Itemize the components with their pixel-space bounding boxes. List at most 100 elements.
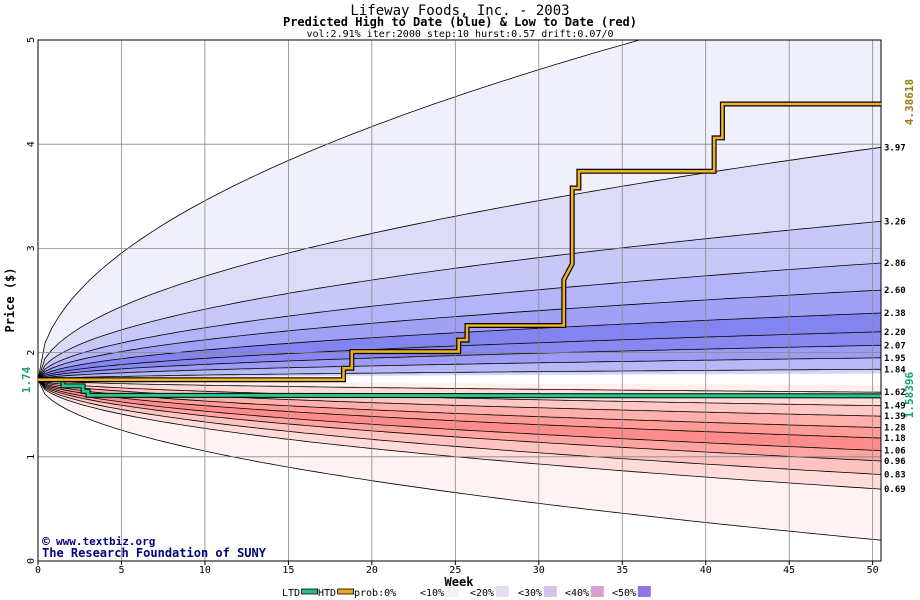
low-percentile-line-7 <box>38 379 881 475</box>
low-band-6 <box>38 379 881 461</box>
legend-label-5: <30% <box>518 588 542 599</box>
y-axis-label: Price ($) <box>3 267 17 332</box>
x-tick-label-7: 35 <box>616 565 628 576</box>
end-label-11: 1.39 <box>884 412 906 422</box>
x-axis-label: Week <box>445 575 475 589</box>
end-label-10: 1.49 <box>884 402 906 412</box>
low-percentile-line-0 <box>38 379 881 393</box>
low-band-4 <box>38 379 881 438</box>
high-band-2 <box>38 221 881 380</box>
high-percentile-line-1 <box>38 146 881 380</box>
low-percentile-line-3 <box>38 379 881 428</box>
legend-label-2: prob:0% <box>354 588 396 599</box>
legend: LTD HTD prob:0% <10% <20% <30% <40% <50% <box>282 586 651 599</box>
x-tick-label-2: 10 <box>199 565 211 576</box>
plot-frame <box>37 39 882 562</box>
high-percentile-line-8 <box>38 357 881 381</box>
htd-line <box>38 102 881 382</box>
end-label-13: 1.18 <box>884 434 906 444</box>
low-band-0 <box>38 379 881 393</box>
legend-swatch-6 <box>590 586 604 597</box>
high-band-5 <box>38 313 881 380</box>
high-percentile-line-3 <box>38 262 881 380</box>
low-band-5 <box>38 379 881 451</box>
legend-label-1: HTD <box>318 588 336 599</box>
end-label-12: 1.28 <box>884 424 906 434</box>
legend-swatch-2 <box>398 586 412 597</box>
x-tick-label-9: 45 <box>783 565 795 576</box>
legend-swatch-1 <box>337 588 355 595</box>
end-label-6: 2.07 <box>884 341 906 351</box>
x-tick-label-1: 5 <box>118 565 124 576</box>
y-tick-label-4: 4 <box>26 141 37 147</box>
end-label-14: 1.06 <box>884 447 906 457</box>
high-band-7 <box>38 345 881 380</box>
high-percentile-line-9 <box>38 368 881 381</box>
end-label-3: 2.60 <box>884 286 906 296</box>
credit-org: The Research Foundation of SUNY <box>42 546 267 560</box>
end-label-2: 2.86 <box>884 259 906 269</box>
high-percentile-line-7 <box>38 344 881 381</box>
legend-label-3: <10% <box>420 588 444 599</box>
x-tick-label-0: 0 <box>35 565 41 576</box>
htd-final-label: 4.38618 <box>903 79 916 125</box>
legend-label-7: <50% <box>612 588 636 599</box>
y-tick-label-5: 5 <box>26 37 37 43</box>
y-tick-label-0: 0 <box>26 558 37 564</box>
legend-swatch-0 <box>301 588 319 595</box>
end-label-5: 2.20 <box>884 328 906 338</box>
low-band-8 <box>38 379 881 490</box>
start-price-label: 1.74 <box>20 366 33 393</box>
legend-swatch-3 <box>445 586 459 597</box>
legend-swatch-5 <box>543 586 557 597</box>
x-tick-label-5: 25 <box>449 565 461 576</box>
low-band-2 <box>38 379 881 417</box>
copyright-icon: © <box>42 535 50 550</box>
end-label-0: 3.97 <box>884 143 906 153</box>
high-band-9 <box>38 369 881 380</box>
high-band-0 <box>38 40 881 380</box>
low-percentile-line-9 <box>38 379 881 541</box>
y-tick-label-1: 1 <box>26 454 37 460</box>
y-tick-label-2: 2 <box>26 350 37 356</box>
end-label-9: 1.62 <box>884 388 906 398</box>
chart-title: Lifeway Foods, Inc. - 2003 <box>350 3 569 19</box>
percentile-end-labels: 3.97 3.26 2.86 2.60 2.38 2.20 2.07 1.951.84 1.62… <box>884 143 906 495</box>
x-tick-label-6: 30 <box>533 565 545 576</box>
x-tick-label-10: 50 <box>867 565 879 576</box>
y-tick-label-3: 3 <box>26 245 37 251</box>
low-percentile-line-6 <box>38 379 881 462</box>
low-percentile-line-4 <box>38 379 881 439</box>
end-label-1: 3.26 <box>884 217 906 227</box>
credits: © www.textbiz.org The Research Foundatio… <box>42 535 267 560</box>
legend-swatch-7 <box>637 586 651 597</box>
credit-site[interactable]: www.textbiz.org <box>56 535 155 548</box>
high-band-1 <box>38 147 881 380</box>
x-tick-label-8: 40 <box>700 565 712 576</box>
high-band-4 <box>38 290 881 380</box>
legend-swatch-4 <box>495 586 509 597</box>
x-tick-label-4: 20 <box>366 565 378 576</box>
ltd-final-label: 1.58396 <box>903 371 916 418</box>
x-tick-label-3: 15 <box>282 565 294 576</box>
end-label-16: 0.83 <box>884 471 906 481</box>
low-band-7 <box>38 379 881 475</box>
legend-label-0: LTD <box>282 588 300 599</box>
high-band-6 <box>38 331 881 380</box>
high-percentile-line-4 <box>38 289 881 380</box>
legend-label-6: <40% <box>565 588 589 599</box>
low-band-3 <box>38 379 881 428</box>
low-band-9 <box>38 379 881 541</box>
low-percentile-line-5 <box>38 379 881 451</box>
plot-area: 0 5 10 15 20 25 30 35 40 45 500123453.973.262.862.… <box>26 37 906 576</box>
high-percentile-line-0 <box>38 40 641 380</box>
end-label-17: 0.69 <box>884 485 906 495</box>
chart-params: vol:2.91% iter:2000 step:10 hurst:0.57 d… <box>306 29 613 40</box>
series <box>38 101 881 399</box>
legend-label-4: <20% <box>470 588 494 599</box>
high-percentile-line-2 <box>38 220 881 380</box>
chart-subtitle: Predicted High to Date (blue) & Low to D… <box>283 15 637 29</box>
end-label-7: 1.95 <box>884 354 906 364</box>
end-label-4: 2.38 <box>884 309 906 319</box>
